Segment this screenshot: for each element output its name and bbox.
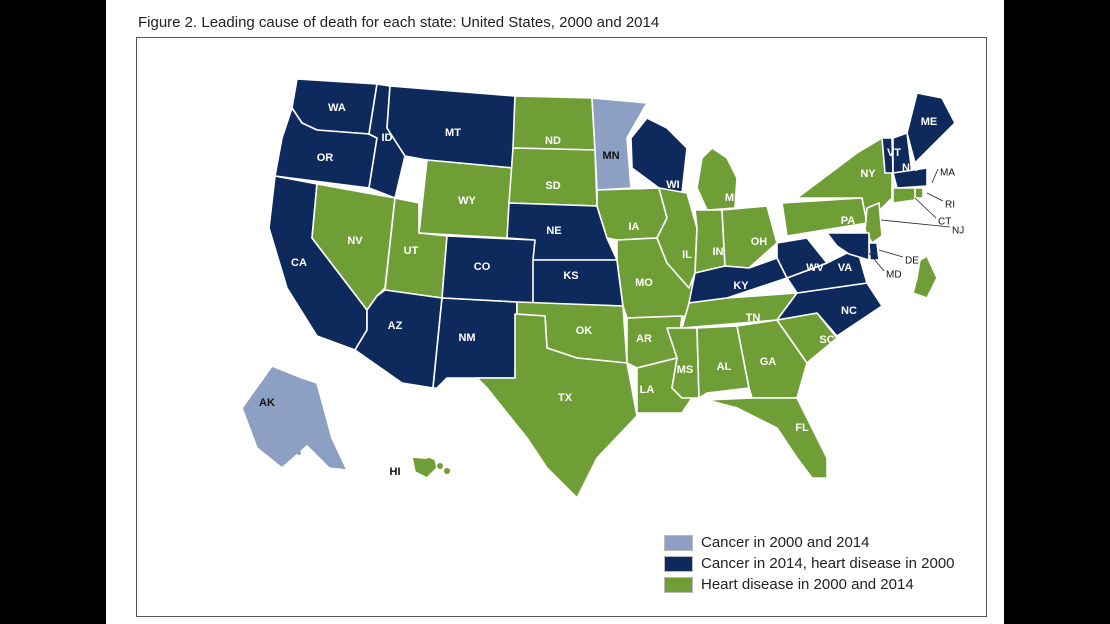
state-label-wa: WA bbox=[328, 102, 346, 114]
state-label-nm: NM bbox=[458, 332, 475, 344]
state-il bbox=[656, 187, 698, 289]
leader-line bbox=[880, 219, 951, 228]
state-label-sd: SD bbox=[545, 180, 560, 192]
state-label-co: CO bbox=[474, 261, 491, 273]
state-label-fl: FL bbox=[795, 422, 809, 434]
legend-item-cancer-both: Cancer in 2000 and 2014 bbox=[664, 532, 955, 553]
state-label-ks: KS bbox=[563, 270, 578, 282]
figure-title: Figure 2. Leading cause of death for eac… bbox=[138, 14, 660, 31]
island-shape bbox=[295, 431, 299, 435]
state-label-tn: TN bbox=[746, 312, 761, 324]
state-label-me: ME bbox=[921, 116, 938, 128]
state-in bbox=[694, 209, 726, 274]
state-label-vt: VT bbox=[887, 147, 901, 159]
state-label-wv: WV bbox=[806, 262, 824, 274]
state-label-ms: MS bbox=[677, 364, 694, 376]
state-label-va: VA bbox=[838, 262, 853, 274]
legend-item-cancer-2014: Cancer in 2014, heart disease in 2000 bbox=[664, 553, 955, 574]
state-label-mo: MO bbox=[635, 277, 653, 289]
state-label-ut: UT bbox=[404, 245, 419, 257]
state-label-ma: MA bbox=[940, 168, 955, 179]
state-me bbox=[906, 92, 956, 164]
island-shape bbox=[425, 458, 433, 466]
state-label-nd: ND bbox=[545, 135, 561, 147]
state-ks bbox=[532, 259, 624, 307]
state-oh bbox=[721, 205, 778, 269]
state-label-dc: DC bbox=[900, 275, 916, 287]
state-label-de: DE bbox=[905, 256, 919, 267]
leader-line bbox=[868, 252, 885, 272]
island-shape bbox=[289, 439, 295, 445]
state-label-or: OR bbox=[317, 152, 334, 164]
legend-label: Heart disease in 2000 and 2014 bbox=[701, 576, 914, 593]
state-label-mi: MI bbox=[725, 192, 737, 204]
state-label-al: AL bbox=[717, 361, 732, 373]
state-label-nc: NC bbox=[841, 305, 857, 317]
state-dc bbox=[912, 255, 938, 299]
state-ny bbox=[796, 137, 893, 224]
state-fl bbox=[706, 397, 828, 479]
state-tx bbox=[476, 313, 638, 499]
legend-label: Cancer in 2000 and 2014 bbox=[701, 534, 870, 551]
state-label-mt: MT bbox=[445, 127, 461, 139]
leader-line bbox=[878, 249, 904, 258]
state-label-ga: GA bbox=[760, 356, 777, 368]
state-label-id: ID bbox=[382, 132, 393, 144]
state-ak bbox=[241, 365, 348, 471]
state-hi bbox=[411, 456, 438, 479]
legend-label: Cancer in 2014, heart disease in 2000 bbox=[701, 555, 955, 572]
state-label-tx: TX bbox=[558, 392, 573, 404]
state-label-ak: AK bbox=[259, 397, 275, 409]
state-label-ri: RI bbox=[945, 200, 955, 211]
state-label-ky: KY bbox=[733, 280, 749, 292]
state-de bbox=[868, 242, 880, 261]
state-label-ca: CA bbox=[291, 257, 307, 269]
state-mn bbox=[591, 97, 648, 191]
legend-swatch bbox=[664, 576, 693, 593]
us-map: WA OR CA ID NV MT WY UT AZ CO NM ND SD NE KS OK TX MN IA MO… bbox=[241, 78, 964, 499]
state-label-in: IN bbox=[713, 246, 724, 258]
state-al bbox=[696, 325, 750, 399]
leader-line bbox=[926, 192, 944, 202]
legend-swatch bbox=[664, 555, 693, 572]
state-label-sc: SC bbox=[819, 334, 834, 346]
state-label-pa: PA bbox=[841, 215, 856, 227]
state-ri bbox=[914, 187, 924, 199]
state-ma bbox=[892, 167, 928, 189]
state-label-hi: HI bbox=[390, 466, 401, 478]
state-sd bbox=[508, 147, 598, 207]
state-ct bbox=[892, 187, 916, 204]
leader-line bbox=[914, 197, 937, 219]
legend-item-heart-both: Heart disease in 2000 and 2014 bbox=[664, 574, 955, 595]
state-label-ok: OK bbox=[576, 325, 593, 337]
map-frame: WA OR CA ID NV MT WY UT AZ CO NM ND SD NE KS OK TX MN IA MO… bbox=[136, 37, 987, 617]
state-label-az: AZ bbox=[388, 320, 403, 332]
island-shape bbox=[297, 451, 301, 455]
legend-swatch bbox=[664, 534, 693, 551]
state-label-wy: WY bbox=[458, 195, 476, 207]
leader-line bbox=[931, 168, 939, 184]
state-label-md: MD bbox=[886, 270, 902, 281]
state-label-il: IL bbox=[682, 249, 692, 261]
state-label-ar: AR bbox=[636, 333, 652, 345]
figure-page: Figure 2. Leading cause of death for eac… bbox=[106, 0, 1004, 624]
state-label-nv: NV bbox=[347, 235, 363, 247]
state-label-oh: OH bbox=[751, 236, 768, 248]
state-label-wi: WI bbox=[666, 179, 679, 191]
island-shape bbox=[437, 463, 443, 469]
state-md bbox=[826, 232, 870, 261]
state-label-ct: CT bbox=[938, 217, 951, 228]
state-label-ne: NE bbox=[546, 225, 561, 237]
island-shape bbox=[444, 468, 450, 474]
state-label-ny: NY bbox=[860, 168, 876, 180]
legend: Cancer in 2000 and 2014 Cancer in 2014, … bbox=[664, 532, 955, 595]
state-wv bbox=[776, 237, 828, 279]
state-mi bbox=[696, 147, 738, 211]
state-label-nj: NJ bbox=[952, 226, 964, 237]
state-label-mn: MN bbox=[602, 150, 619, 162]
state-label-la: LA bbox=[640, 384, 655, 396]
state-label-ia: IA bbox=[629, 221, 640, 233]
state-label-nh: NH bbox=[902, 162, 918, 174]
